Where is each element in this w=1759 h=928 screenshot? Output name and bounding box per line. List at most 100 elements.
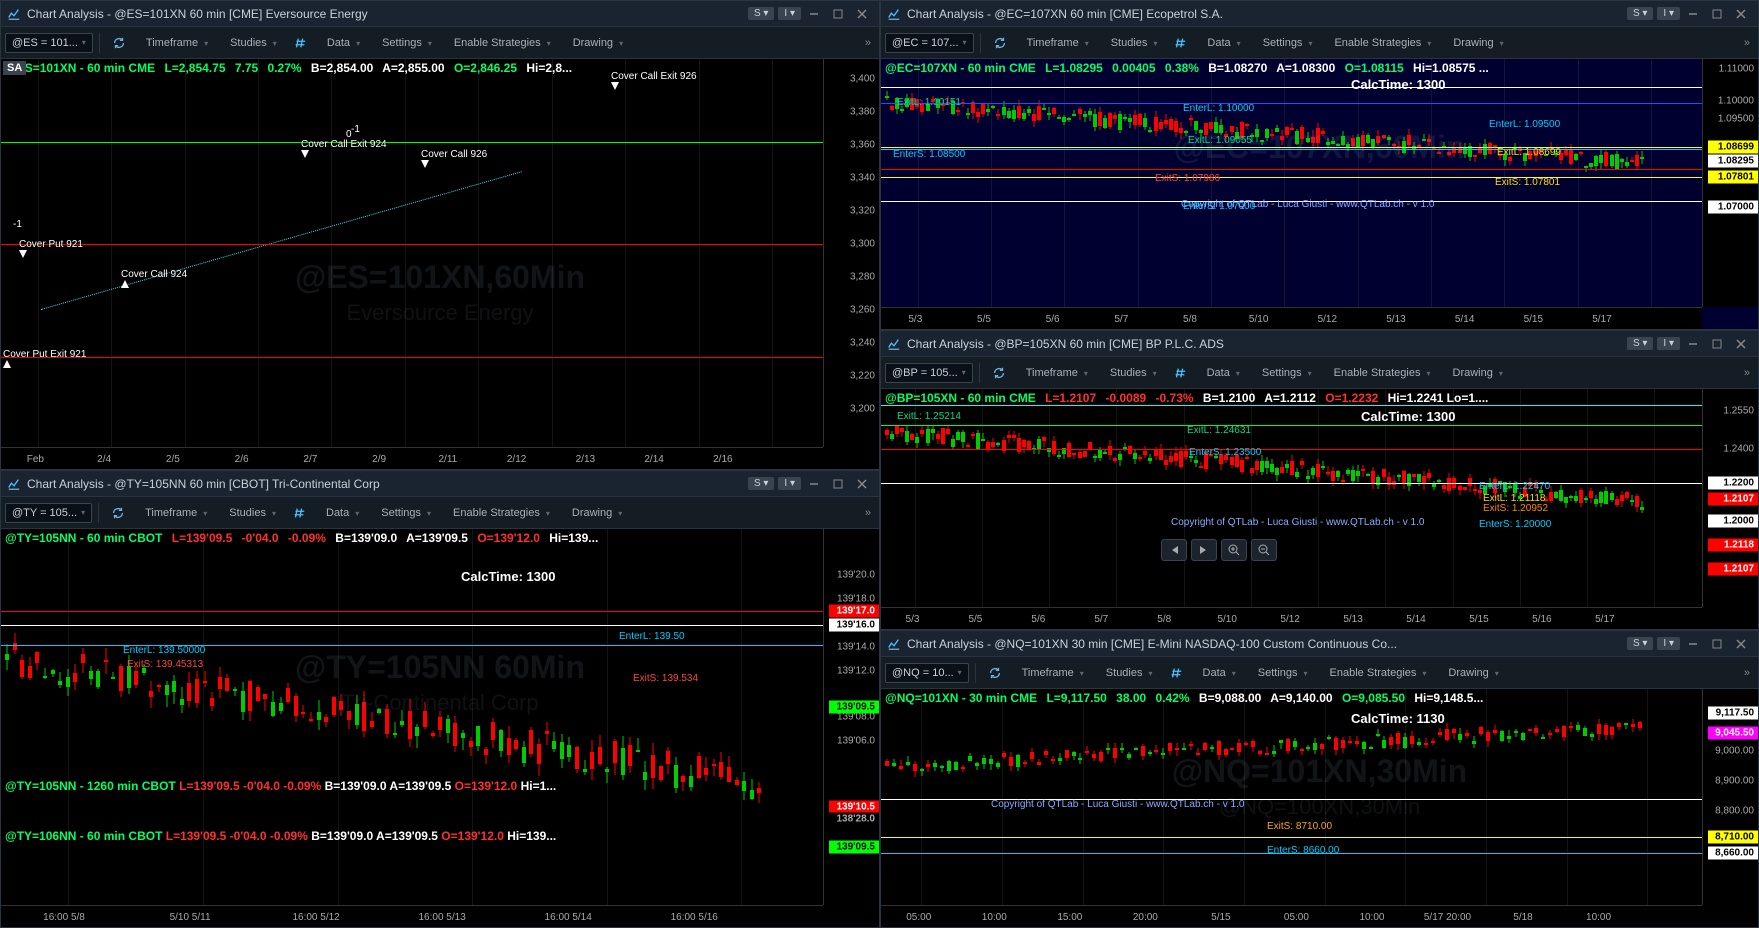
hash-icon[interactable] [1167, 30, 1193, 56]
studies-menu[interactable]: Studies [1099, 33, 1166, 53]
pill-i[interactable]: I ▾ [778, 477, 801, 490]
chart-area[interactable]: @EC=107XN - 60 min CME L=1.08295 0.00405… [881, 59, 1758, 329]
x-tick: 20:00 [1133, 912, 1158, 923]
chart-panel-nq: Chart Analysis - @NQ=101XN 30 min [CME] … [880, 630, 1759, 928]
pill-s[interactable]: S ▾ [748, 477, 774, 490]
y-tick: 3,260 [850, 305, 875, 316]
data-menu[interactable]: Data [314, 503, 367, 523]
data-menu[interactable]: Data [1195, 33, 1248, 53]
minimize-button[interactable] [1682, 5, 1704, 23]
data-menu[interactable]: Data [1191, 663, 1244, 683]
line-annotation: ExitS: 8710.00 [1265, 821, 1334, 832]
settings-menu[interactable]: Settings [369, 503, 439, 523]
pill-s[interactable]: S ▾ [1627, 7, 1653, 20]
symbol-selector[interactable]: @TY = 105... [5, 503, 92, 523]
studies-menu[interactable]: Studies [1094, 663, 1161, 683]
pill-i[interactable]: I ▾ [778, 7, 801, 20]
symbol-selector[interactable]: @EC = 107... [885, 33, 974, 53]
price-marker: 8,710.00 [1708, 831, 1758, 844]
window-title: Chart Analysis - @NQ=101XN 30 min [CME] … [907, 637, 1625, 651]
drawing-menu[interactable]: Drawing [561, 33, 631, 53]
zoom-out-button[interactable] [1251, 539, 1277, 561]
copyright-text: Copyright of QTLab - Luca Giusti - www.Q… [1171, 517, 1424, 528]
drawing-menu[interactable]: Drawing [1436, 663, 1506, 683]
studies-menu[interactable]: Studies [217, 503, 284, 523]
maximize-button[interactable] [827, 475, 849, 493]
maximize-button[interactable] [827, 5, 849, 23]
chart-area[interactable]: @BP=105XN - 60 min CME L=1.2107 -0.0089 … [881, 389, 1758, 629]
symbol-selector[interactable]: @NQ = 10... [885, 663, 969, 683]
refresh-icon[interactable] [106, 30, 132, 56]
timeframe-menu[interactable]: Timeframe [1015, 33, 1097, 53]
chart-annotation: Cover Call 924 [121, 269, 187, 291]
hash-icon[interactable] [286, 500, 312, 526]
pill-i[interactable]: I ▾ [1657, 337, 1680, 350]
toolbar-overflow[interactable]: » [861, 33, 875, 53]
refresh-icon[interactable] [986, 360, 1012, 386]
toolbar-overflow[interactable]: » [1740, 33, 1754, 53]
line-annotation: EnterL: 1.09500 [1487, 119, 1562, 130]
chart-area[interactable]: @NQ=101XN - 30 min CME L=9,117.50 38.00 … [881, 689, 1758, 927]
data-menu[interactable]: Data [315, 33, 368, 53]
pill-s[interactable]: S ▾ [748, 7, 774, 20]
trend-line [41, 171, 522, 310]
minimize-button[interactable] [1682, 635, 1704, 653]
timeframe-menu[interactable]: Timeframe [133, 503, 215, 523]
skip-left-button[interactable] [1161, 539, 1187, 561]
enable-strategies-menu[interactable]: Enable Strategies [1318, 663, 1435, 683]
maximize-button[interactable] [1706, 335, 1728, 353]
chart-area[interactable]: @TY=105NN - 60 min CBOT L=139'09.5 -0'04… [1, 529, 879, 927]
studies-menu[interactable]: Studies [1098, 363, 1165, 383]
close-button[interactable] [1730, 335, 1752, 353]
pill-i[interactable]: I ▾ [1657, 637, 1680, 650]
hash-icon[interactable] [1163, 660, 1189, 686]
refresh-icon[interactable] [982, 660, 1008, 686]
minimize-button[interactable] [803, 5, 825, 23]
studies-menu[interactable]: Studies [218, 33, 285, 53]
skip-right-button[interactable] [1191, 539, 1217, 561]
enable-strategies-menu[interactable]: Enable Strategies [442, 33, 559, 53]
refresh-icon[interactable] [987, 30, 1013, 56]
y-tick: 8,800.00 [1715, 806, 1754, 817]
toolbar-overflow[interactable]: » [1740, 663, 1754, 683]
timeframe-menu[interactable]: Timeframe [1010, 663, 1092, 683]
drawing-menu[interactable]: Drawing [1441, 363, 1511, 383]
maximize-button[interactable] [1706, 5, 1728, 23]
enable-strategies-menu[interactable]: Enable Strategies [1322, 33, 1439, 53]
chart-area[interactable]: SA @ES=101XN - 60 min CME L=2,854.75 7.7… [1, 59, 879, 469]
zoom-in-button[interactable] [1221, 539, 1247, 561]
minimize-button[interactable] [1682, 335, 1704, 353]
chart-icon [887, 637, 901, 651]
close-button[interactable] [851, 475, 873, 493]
settings-menu[interactable]: Settings [1246, 663, 1316, 683]
enable-strategies-menu[interactable]: Enable Strategies [1322, 363, 1439, 383]
symbol-selector[interactable]: @BP = 105... [885, 363, 973, 383]
status-line-3: @TY=106NN - 60 min CBOT L=139'09.5 -0'04… [5, 829, 556, 843]
drawing-menu[interactable]: Drawing [1441, 33, 1511, 53]
settings-menu[interactable]: Settings [370, 33, 440, 53]
drawing-menu[interactable]: Drawing [560, 503, 630, 523]
maximize-button[interactable] [1706, 635, 1728, 653]
data-menu[interactable]: Data [1195, 363, 1248, 383]
minimize-button[interactable] [803, 475, 825, 493]
enable-strategies-menu[interactable]: Enable Strategies [441, 503, 558, 523]
close-button[interactable] [1730, 5, 1752, 23]
symbol-selector[interactable]: @ES = 101... [5, 33, 93, 53]
hash-icon[interactable] [287, 30, 313, 56]
settings-menu[interactable]: Settings [1250, 363, 1320, 383]
timeframe-menu[interactable]: Timeframe [134, 33, 216, 53]
settings-menu[interactable]: Settings [1251, 33, 1321, 53]
toolbar-overflow[interactable]: » [861, 503, 875, 523]
y-tick: 139'12.0 [837, 666, 875, 677]
toolbar-overflow[interactable]: » [1740, 363, 1754, 383]
strategy-line [881, 449, 1702, 450]
pill-s[interactable]: S ▾ [1627, 337, 1653, 350]
timeframe-menu[interactable]: Timeframe [1014, 363, 1096, 383]
strategy-line [881, 87, 1702, 88]
pill-s[interactable]: S ▾ [1627, 637, 1653, 650]
pill-i[interactable]: I ▾ [1657, 7, 1680, 20]
close-button[interactable] [851, 5, 873, 23]
close-button[interactable] [1730, 635, 1752, 653]
refresh-icon[interactable] [105, 500, 131, 526]
hash-icon[interactable] [1167, 360, 1193, 386]
